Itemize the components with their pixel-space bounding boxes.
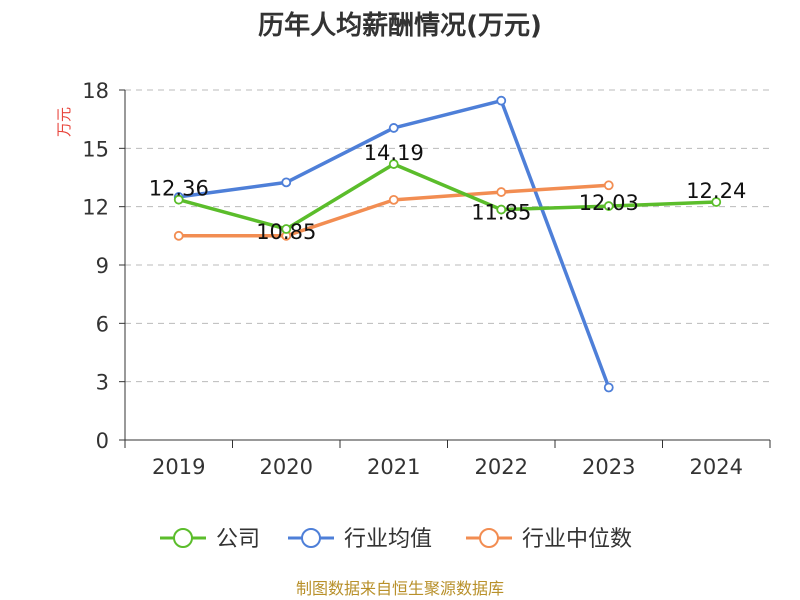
series-0-point-2021 [388, 159, 399, 169]
y-tick-label-0: 0 [96, 429, 109, 453]
data-label-2019: 12.36 [149, 177, 209, 201]
y-tick-label-12: 12 [82, 196, 109, 220]
data-labels: 12.36 10.85 14.19 11.85 12.03 12.24 [149, 141, 747, 244]
legend-label-2: 行业中位数 [522, 527, 632, 552]
legend-item-1: 行业均值 [288, 527, 432, 552]
x-tick-label-2021: 2021 [367, 455, 420, 479]
y-tick-label-18: 18 [82, 79, 109, 103]
series-2-point-2021 [388, 194, 399, 205]
legend: 公司 行业均值 行业中位数 [160, 527, 632, 552]
axes [119, 89, 771, 448]
data-label-2024: 12.24 [686, 179, 746, 203]
y-axis-label: 万元 [55, 107, 73, 137]
y-tick-label-3: 3 [96, 371, 109, 395]
series-group [173, 95, 722, 393]
legend-item-0: 公司 [160, 527, 260, 552]
x-tick-label-2020: 2020 [260, 455, 313, 479]
chart-title: 历年人均薪酬情况(万元) [258, 10, 542, 41]
series-2-point-2019 [173, 230, 184, 241]
grid-lines [125, 89, 770, 383]
legend-item-2: 行业中位数 [466, 527, 632, 552]
data-label-2020: 10.85 [256, 220, 316, 244]
series-1-point-2022 [496, 95, 507, 106]
data-label-2023: 12.03 [579, 191, 639, 215]
data-label-2021: 14.19 [364, 141, 424, 165]
series-1-point-2020 [281, 177, 292, 188]
y-tick-label-15: 15 [82, 137, 109, 161]
legend-label-1: 行业均值 [344, 527, 432, 552]
x-tick-label-2019: 2019 [152, 455, 205, 479]
y-tick-label-9: 9 [96, 254, 109, 278]
series-1-point-2021 [388, 123, 399, 133]
source-note: 制图数据来自恒生聚源数据库 [296, 579, 504, 598]
legend-marker-0 [173, 528, 193, 548]
x-tick-label-2022: 2022 [475, 455, 528, 479]
y-tick-label-6: 6 [96, 312, 109, 336]
x-tick-labels: 2019 2020 2021 2022 2023 2024 [152, 455, 743, 479]
series-0-point-2020 [281, 224, 292, 234]
legend-marker-1 [301, 528, 321, 548]
series-2-point-2023 [603, 180, 614, 191]
series-0-point-2024 [711, 197, 722, 207]
series-0-point-2023 [603, 201, 614, 211]
series-1-point-2023 [603, 382, 614, 393]
data-label-2022: 11.85 [471, 201, 531, 225]
series-line-0 [178, 162, 717, 231]
legend-marker-2 [479, 528, 499, 548]
series-2-point-2022 [496, 187, 507, 197]
series-0-point-2022 [496, 204, 507, 215]
x-tick-label-2024: 2024 [690, 455, 743, 479]
series-0-point-2019 [173, 194, 184, 205]
y-tick-labels: 0 3 6 9 12 15 18 [82, 79, 109, 453]
legend-label-0: 公司 [216, 527, 260, 552]
x-tick-label-2023: 2023 [582, 455, 635, 479]
